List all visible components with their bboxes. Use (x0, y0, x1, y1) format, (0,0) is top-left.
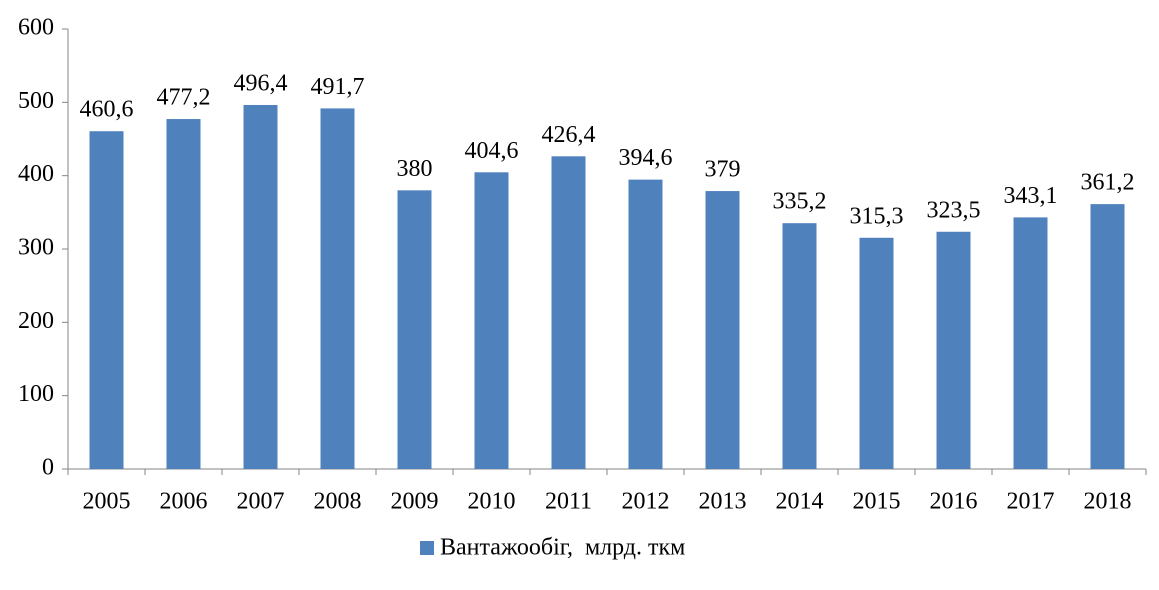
bar (782, 223, 817, 469)
legend-label: Вантажообіг, млрд. ткм (440, 535, 685, 561)
bar (936, 231, 971, 469)
data-label: 426,4 (542, 122, 596, 148)
data-label: 460,6 (80, 97, 134, 123)
bar (243, 104, 278, 470)
y-tick-label: 300 (18, 235, 54, 261)
y-tick-label: 0 (42, 455, 54, 481)
y-tick-label: 400 (18, 161, 54, 187)
bar (1090, 204, 1125, 469)
x-tick-label: 2008 (314, 489, 362, 515)
legend-swatch (420, 541, 434, 555)
data-label: 477,2 (157, 85, 211, 111)
x-tick-label: 2010 (468, 489, 516, 515)
data-label: 379 (705, 157, 741, 183)
x-tick-label: 2007 (237, 489, 285, 515)
bar (628, 179, 663, 470)
bar (551, 156, 586, 469)
x-tick-label: 2011 (545, 489, 592, 515)
y-tick-label: 500 (18, 88, 54, 114)
bar (859, 237, 894, 469)
y-tick-label: 200 (18, 308, 54, 334)
y-tick-label: 100 (18, 381, 54, 407)
bar (320, 108, 355, 470)
bar (397, 190, 432, 470)
data-label: 361,2 (1081, 170, 1135, 196)
x-tick-label: 2012 (622, 489, 670, 515)
x-tick-label: 2014 (776, 489, 824, 515)
x-tick-label: 2006 (160, 489, 208, 515)
bar (1013, 217, 1048, 469)
data-label: 404,6 (465, 138, 519, 164)
bar (705, 191, 740, 470)
data-label: 323,5 (927, 197, 981, 223)
bar (474, 172, 509, 469)
y-tick-label: 600 (18, 15, 54, 41)
data-label: 394,6 (619, 145, 673, 171)
data-label: 343,1 (1004, 183, 1058, 209)
data-label: 496,4 (234, 70, 288, 96)
x-tick-label: 2015 (853, 489, 901, 515)
data-label: 335,2 (773, 189, 827, 215)
x-tick-label: 2016 (930, 489, 978, 515)
x-tick-label: 2009 (391, 489, 439, 515)
bar (89, 131, 124, 469)
data-label: 380 (397, 156, 433, 182)
data-label: 491,7 (311, 74, 365, 100)
x-tick-label: 2013 (699, 489, 747, 515)
x-tick-label: 2018 (1084, 489, 1132, 515)
x-tick-label: 2005 (83, 489, 131, 515)
data-label: 315,3 (850, 203, 904, 229)
x-tick-label: 2017 (1007, 489, 1055, 515)
bar (166, 119, 201, 469)
